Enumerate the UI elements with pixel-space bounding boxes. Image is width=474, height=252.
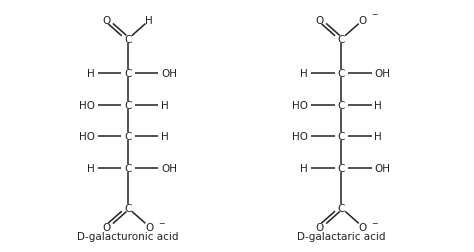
Text: HO: HO — [79, 132, 95, 142]
Text: C: C — [337, 164, 345, 174]
Text: C: C — [124, 132, 132, 142]
Text: C: C — [337, 101, 345, 111]
Text: O: O — [358, 16, 367, 26]
Text: D-galactaric acid: D-galactaric acid — [297, 232, 385, 242]
Text: −: − — [371, 219, 378, 228]
Text: HO: HO — [292, 132, 308, 142]
Text: OH: OH — [161, 164, 177, 174]
Text: OH: OH — [161, 69, 177, 79]
Text: C: C — [337, 204, 345, 214]
Text: C: C — [124, 101, 132, 111]
Text: −: − — [371, 10, 378, 19]
Text: O: O — [102, 16, 111, 26]
Text: O: O — [316, 16, 324, 26]
Text: C: C — [124, 164, 132, 174]
Text: C: C — [337, 35, 345, 45]
Text: H: H — [301, 69, 308, 79]
Text: H: H — [87, 69, 95, 79]
Text: O: O — [358, 223, 367, 233]
Text: H: H — [374, 101, 382, 111]
Text: H: H — [161, 132, 169, 142]
Text: −: − — [158, 219, 164, 228]
Text: H: H — [301, 164, 308, 174]
Text: C: C — [124, 35, 132, 45]
Text: C: C — [337, 69, 345, 79]
Text: H: H — [374, 132, 382, 142]
Text: OH: OH — [374, 69, 391, 79]
Text: O: O — [145, 223, 154, 233]
Text: H: H — [146, 16, 153, 26]
Text: H: H — [87, 164, 95, 174]
Text: OH: OH — [374, 164, 391, 174]
Text: O: O — [102, 223, 111, 233]
Text: C: C — [124, 204, 132, 214]
Text: O: O — [316, 223, 324, 233]
Text: HO: HO — [292, 101, 308, 111]
Text: D-galacturonic acid: D-galacturonic acid — [77, 232, 179, 242]
Text: C: C — [124, 69, 132, 79]
Text: C: C — [337, 132, 345, 142]
Text: HO: HO — [79, 101, 95, 111]
Text: H: H — [161, 101, 169, 111]
